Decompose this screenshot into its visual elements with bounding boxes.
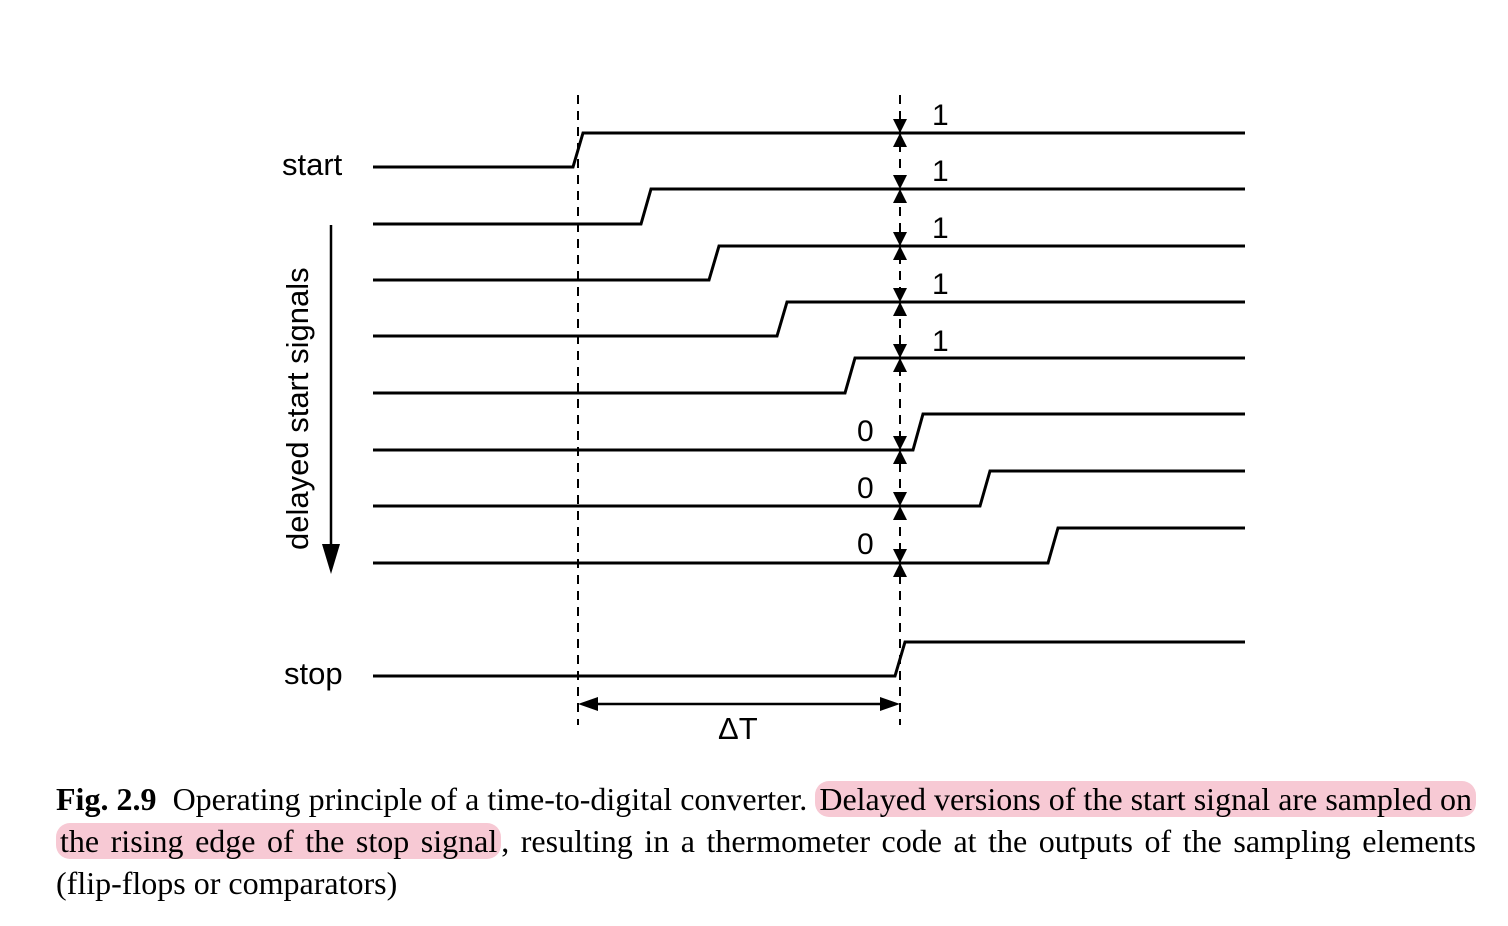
delayed-waveform-2 <box>373 244 1245 282</box>
bit-value-1: 1 <box>932 99 949 132</box>
start-signal-label: start <box>282 147 343 182</box>
sample-marker-7 <box>893 492 907 520</box>
figure-caption: Fig. 2.9 Operating principle of a time-t… <box>56 778 1477 904</box>
sample-marker-4 <box>893 288 907 316</box>
delayed-waveform-6 <box>373 469 1245 508</box>
delayed-waveform-1 <box>373 187 1245 226</box>
delayed-waveform-3 <box>373 300 1245 338</box>
figure-number: Fig. 2.9 <box>56 781 157 817</box>
bit-value-6: 0 <box>857 415 874 448</box>
bit-value-3: 1 <box>932 212 949 245</box>
delayed-waveform-4 <box>373 356 1245 395</box>
start-waveform <box>373 131 1245 169</box>
sample-marker-2 <box>893 175 907 203</box>
stop-signal-label: stop <box>284 656 343 691</box>
sample-marker-6 <box>893 436 907 464</box>
delta-t-label: ΔT <box>718 711 758 746</box>
delayed-waveform-5 <box>373 412 1245 452</box>
bit-value-7: 0 <box>857 472 874 505</box>
delayed-signals-label: delayed start signals <box>280 267 315 550</box>
bit-value-8: 0 <box>857 528 874 561</box>
sample-marker-5 <box>893 344 907 372</box>
stop-waveform <box>373 640 1245 678</box>
delta-t-dimension-arrow <box>578 697 900 711</box>
sample-marker-8 <box>893 549 907 577</box>
sample-marker-1 <box>893 119 907 147</box>
tdc-timing-diagram: start stop delayed start signals <box>280 95 1245 746</box>
sample-marker-3 <box>893 232 907 260</box>
caption-text-intro: Operating principle of a time-to-digital… <box>172 781 808 817</box>
delay-direction-arrow-head <box>322 544 340 574</box>
bit-value-5: 1 <box>932 325 949 358</box>
delayed-waveform-7 <box>373 526 1245 565</box>
caption-text-rest: , resulting in a thermometer code at the… <box>56 823 1477 901</box>
bit-value-2: 1 <box>932 155 949 188</box>
bit-value-4: 1 <box>932 268 949 301</box>
